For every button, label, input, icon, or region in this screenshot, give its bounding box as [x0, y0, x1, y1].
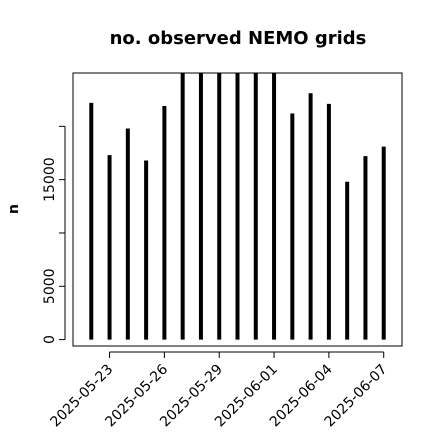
y-tick-label: 15000: [42, 157, 58, 202]
chart-title: no. observed NEMO grids: [110, 28, 367, 49]
bars-group: [89, 73, 386, 340]
y-tick-label: 0: [42, 335, 58, 344]
y-tick-label: 5000: [42, 268, 58, 304]
y-axis: 0 5000 15000: [42, 125, 66, 344]
x-axis: 2025-05-232025-05-262025-05-292025-06-01…: [48, 351, 391, 430]
y-axis-label: n: [6, 204, 22, 214]
